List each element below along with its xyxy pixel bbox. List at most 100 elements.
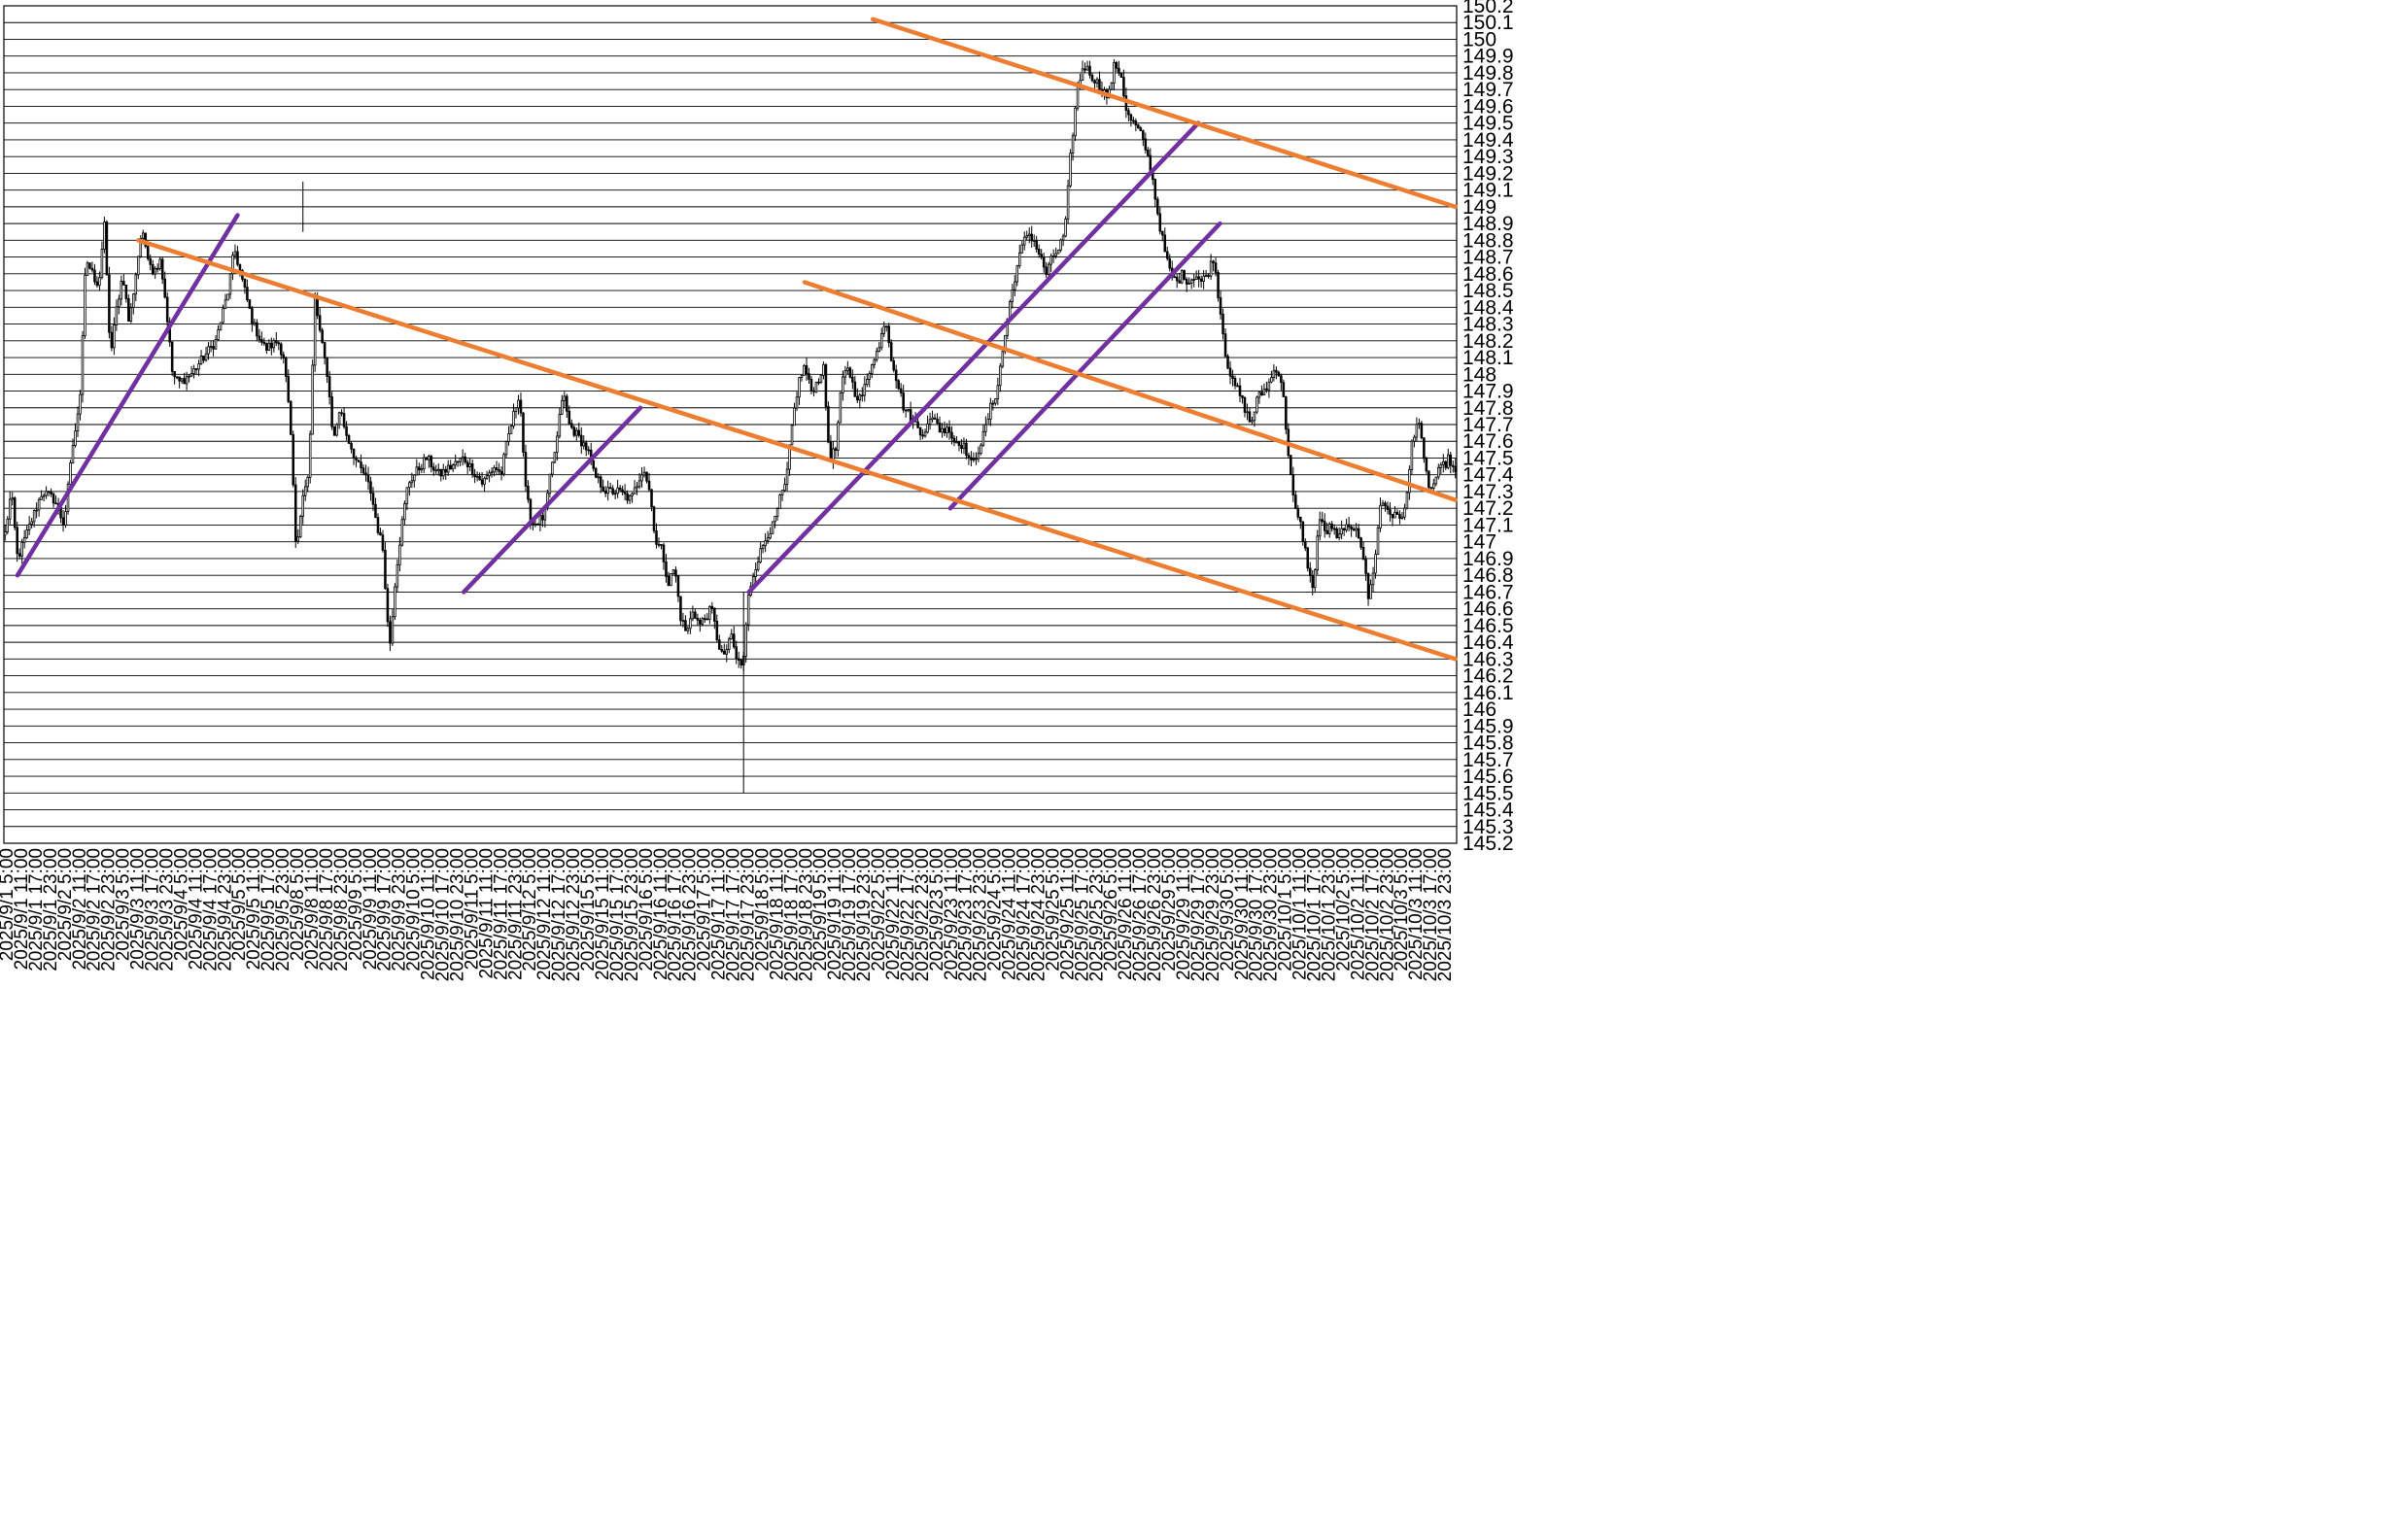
candle-body bbox=[364, 472, 367, 476]
candle-body bbox=[224, 299, 227, 310]
candle-body bbox=[962, 442, 966, 449]
candle-body bbox=[1088, 65, 1091, 76]
candle-body bbox=[670, 573, 672, 587]
candle-body bbox=[1194, 276, 1198, 280]
candle-body bbox=[558, 414, 562, 437]
candle-body bbox=[936, 419, 939, 424]
candle-body bbox=[71, 445, 75, 463]
y-tick-label: 145.3 bbox=[1462, 816, 1514, 838]
candle-body bbox=[775, 508, 779, 517]
candle-body bbox=[1405, 492, 1409, 509]
y-tick-label: 147 bbox=[1462, 531, 1496, 554]
candle-body bbox=[897, 380, 900, 390]
candle-body bbox=[1013, 281, 1016, 290]
candle-body bbox=[451, 464, 455, 470]
x-tick-label: 2025/9/8 11:00 bbox=[302, 848, 323, 970]
candle-body bbox=[986, 419, 990, 426]
candle-body bbox=[246, 287, 249, 301]
y-tick-label: 146.8 bbox=[1462, 564, 1514, 587]
candle-body bbox=[42, 494, 46, 497]
candle-body bbox=[1047, 263, 1050, 275]
candle-body bbox=[483, 477, 486, 485]
candle-body bbox=[766, 537, 770, 542]
candle-body bbox=[228, 273, 232, 295]
candle-body bbox=[616, 487, 619, 494]
candle-body bbox=[441, 468, 445, 477]
candle-body bbox=[504, 441, 508, 456]
candle-body bbox=[1285, 396, 1288, 430]
y-tick-label: 150.2 bbox=[1462, 0, 1514, 17]
candle-body bbox=[95, 281, 99, 287]
candle-body bbox=[303, 486, 307, 496]
x-tick-label: 2025/9/22 23:00 bbox=[912, 848, 933, 981]
candle-body bbox=[366, 474, 370, 483]
candle-body bbox=[1294, 494, 1297, 509]
candle-body bbox=[941, 427, 944, 433]
x-tick-label: 2025/10/2 17:00 bbox=[1362, 848, 1383, 981]
candle-body bbox=[478, 475, 481, 481]
candle-body bbox=[120, 281, 123, 300]
candle-body bbox=[991, 402, 995, 405]
candle-body bbox=[566, 395, 568, 412]
candle-body bbox=[572, 426, 576, 436]
candle-body bbox=[113, 324, 116, 349]
x-tick-label: 2025/9/24 23:00 bbox=[1028, 848, 1049, 981]
x-tick-label: 2025/9/15 23:00 bbox=[622, 848, 642, 981]
candle-body bbox=[139, 238, 143, 257]
candle-body bbox=[226, 293, 229, 301]
y-tick-label: 149.2 bbox=[1462, 162, 1514, 185]
candle-body bbox=[45, 491, 48, 496]
candle-body bbox=[887, 325, 890, 344]
candle-body bbox=[1168, 257, 1172, 269]
candle-body bbox=[1311, 575, 1315, 589]
y-tick-label: 146.6 bbox=[1462, 598, 1514, 621]
candle-body bbox=[323, 342, 327, 358]
candle-body bbox=[1006, 318, 1010, 336]
candle-body bbox=[873, 358, 877, 365]
x-tick-label: 2025/9/15 11:00 bbox=[593, 848, 613, 980]
x-tick-label: 2025/9/19 5:00 bbox=[810, 848, 831, 971]
candle-body bbox=[561, 399, 564, 415]
candle-body bbox=[403, 503, 406, 521]
candle-body bbox=[1246, 411, 1249, 414]
x-tick-label: 2025/9/17 17:00 bbox=[724, 848, 744, 981]
candle-body bbox=[1398, 514, 1401, 519]
candle-body bbox=[389, 621, 392, 644]
candle-body bbox=[194, 368, 198, 370]
x-tick-label: 2025/9/10 23:00 bbox=[447, 848, 467, 981]
candle-body bbox=[621, 489, 624, 493]
candle-body bbox=[103, 221, 106, 250]
candle-body bbox=[1115, 62, 1118, 69]
x-tick-label: 2025/9/1 5:00 bbox=[0, 848, 17, 961]
candle-body bbox=[640, 474, 643, 482]
candle-body bbox=[800, 374, 804, 378]
candle-body bbox=[1337, 533, 1341, 538]
y-tick-label: 149 bbox=[1462, 196, 1496, 219]
x-tick-label: 2025/10/2 11:00 bbox=[1348, 848, 1368, 980]
candle-body bbox=[918, 426, 922, 436]
candle-body bbox=[856, 395, 859, 401]
candle-body bbox=[1095, 79, 1099, 84]
y-tick-label: 149.1 bbox=[1462, 180, 1514, 202]
candle-body bbox=[280, 343, 283, 356]
candle-body bbox=[258, 335, 261, 340]
candle-body bbox=[972, 459, 976, 460]
candle-body bbox=[577, 429, 581, 436]
candle-body bbox=[824, 363, 828, 407]
candle-body bbox=[834, 448, 838, 451]
candle-body bbox=[744, 624, 747, 657]
candle-body bbox=[1306, 547, 1310, 569]
candle-body bbox=[1357, 528, 1360, 539]
x-tick-label: 2025/9/16 5:00 bbox=[636, 848, 657, 971]
candle-body bbox=[1040, 254, 1043, 258]
trend-line bbox=[947, 221, 1222, 511]
candle-body bbox=[1369, 584, 1372, 599]
candle-body bbox=[30, 521, 33, 525]
candle-body bbox=[1199, 278, 1203, 282]
candle-body bbox=[514, 407, 518, 412]
candle-body bbox=[350, 442, 353, 450]
x-tick-label: 2025/9/9 11:00 bbox=[361, 848, 381, 970]
x-tick-label: 2025/9/1 17:00 bbox=[26, 848, 47, 971]
candle-body bbox=[1444, 460, 1448, 468]
candle-body bbox=[812, 390, 815, 392]
